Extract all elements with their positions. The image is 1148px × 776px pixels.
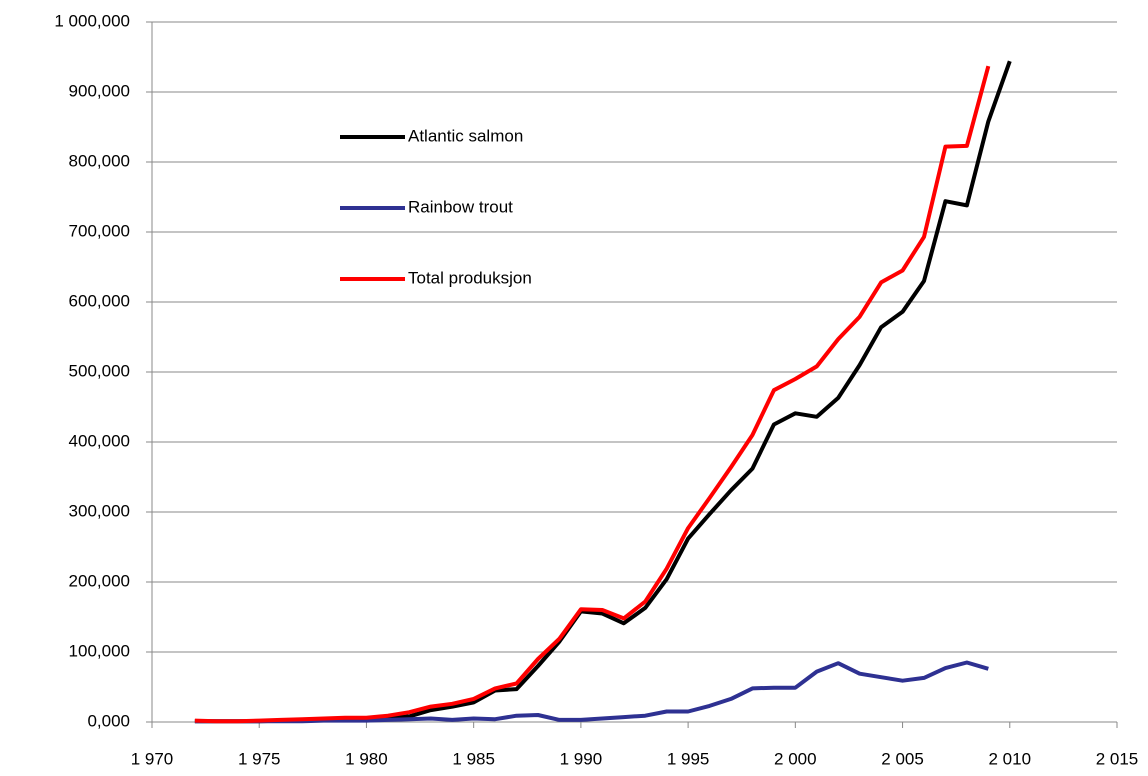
x-tick-label: 1 990 [560,749,603,768]
series-line [194,660,989,724]
y-tick-label: 500,000 [69,361,130,380]
y-tick-label: 600,000 [69,291,130,310]
y-tick-label: 1 000,000 [54,11,130,30]
y-tick-label: 700,000 [69,221,130,240]
y-tick-label: 200,000 [69,571,130,590]
y-tick-label: 100,000 [69,641,130,660]
y-tick-label: 900,000 [69,81,130,100]
x-tick-label: 1 995 [667,749,710,768]
series-line [194,65,991,724]
x-tick-label: 1 975 [238,749,281,768]
x-tick-label: 2 010 [989,749,1032,768]
x-tick-label: 1 970 [131,749,174,768]
y-tick-label: 300,000 [69,501,130,520]
x-tick-label: 1 980 [345,749,388,768]
x-tick-label: 2 000 [774,749,817,768]
x-tick-label: 2 005 [881,749,924,768]
x-tick-label: 1 985 [452,749,495,768]
series-line [194,60,1012,724]
y-tick-label: 800,000 [69,151,130,170]
legend-label: Total produksjon [408,268,532,287]
y-tick-label: 0,000 [87,711,130,730]
legend-label: Rainbow trout [408,197,513,216]
x-tick-label: 2 015 [1096,749,1139,768]
legend-label: Atlantic salmon [408,126,523,145]
y-tick-label: 400,000 [69,431,130,450]
